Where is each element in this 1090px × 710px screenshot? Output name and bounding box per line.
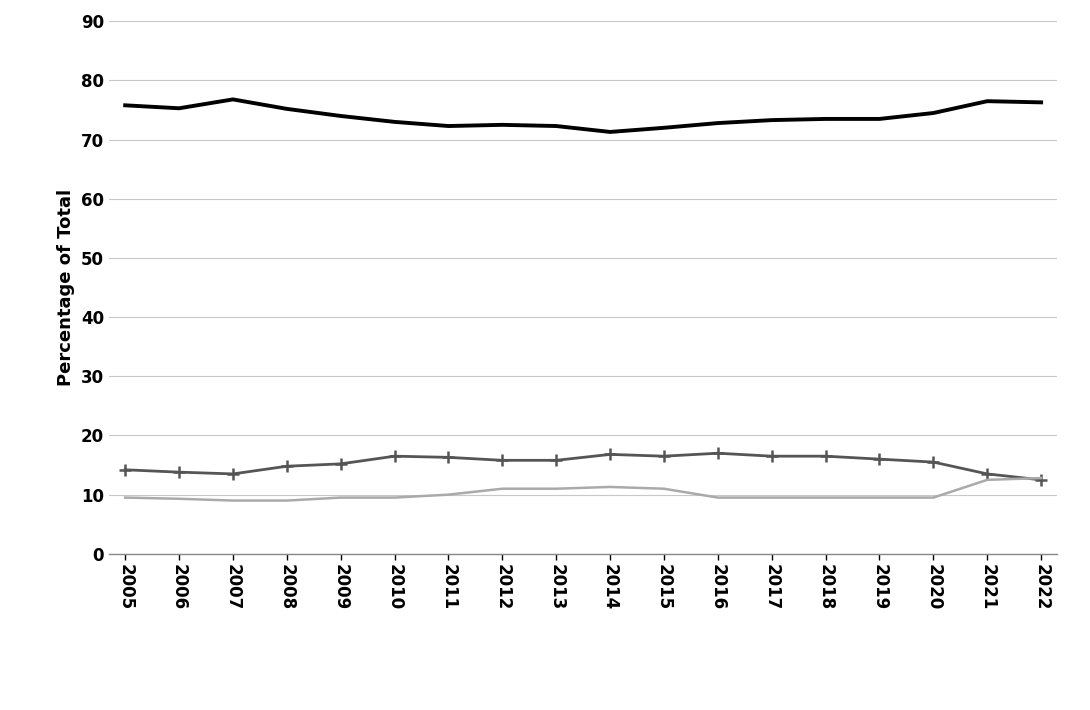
Residential <box>1034 98 1047 106</box>
Residential <box>819 114 832 123</box>
Residential <box>926 109 940 117</box>
Agriculture <box>441 491 455 499</box>
Agriculture <box>873 493 886 502</box>
Agriculture <box>335 493 348 502</box>
Commercial/Industrial <box>549 456 562 464</box>
Agriculture <box>981 476 994 484</box>
Residential <box>119 101 132 109</box>
Residential <box>227 95 240 104</box>
Agriculture <box>549 484 562 493</box>
Agriculture <box>765 493 778 502</box>
Commercial/Industrial <box>765 452 778 461</box>
Commercial/Industrial <box>227 470 240 479</box>
Residential <box>604 128 617 136</box>
Commercial/Industrial <box>441 453 455 462</box>
Line: Agriculture: Agriculture <box>125 478 1041 501</box>
Agriculture <box>496 484 509 493</box>
Commercial/Industrial <box>926 458 940 466</box>
Residential <box>335 111 348 120</box>
Residential <box>172 104 185 113</box>
Line: Commercial/Industrial: Commercial/Industrial <box>119 447 1047 486</box>
Residential <box>657 124 670 132</box>
Residential <box>549 122 562 131</box>
Residential <box>388 118 401 126</box>
Commercial/Industrial <box>873 455 886 464</box>
Residential <box>712 119 725 127</box>
Commercial/Industrial <box>604 450 617 459</box>
Agriculture <box>926 493 940 502</box>
Line: Residential: Residential <box>125 99 1041 132</box>
Commercial/Industrial <box>335 459 348 468</box>
Y-axis label: Percentage of Total: Percentage of Total <box>58 189 75 386</box>
Agriculture <box>388 493 401 502</box>
Commercial/Industrial <box>981 470 994 479</box>
Commercial/Industrial <box>119 466 132 474</box>
Agriculture <box>172 494 185 503</box>
Commercial/Industrial <box>388 452 401 461</box>
Residential <box>981 97 994 105</box>
Agriculture <box>604 483 617 491</box>
Residential <box>441 122 455 131</box>
Agriculture <box>280 496 293 505</box>
Commercial/Industrial <box>172 468 185 476</box>
Agriculture <box>712 493 725 502</box>
Agriculture <box>1034 474 1047 482</box>
Residential <box>280 104 293 113</box>
Agriculture <box>119 493 132 502</box>
Residential <box>873 114 886 123</box>
Commercial/Industrial <box>657 452 670 461</box>
Agriculture <box>227 496 240 505</box>
Residential <box>496 121 509 129</box>
Residential <box>765 116 778 124</box>
Agriculture <box>657 484 670 493</box>
Commercial/Industrial <box>496 456 509 464</box>
Agriculture <box>819 493 832 502</box>
Commercial/Industrial <box>712 449 725 457</box>
Commercial/Industrial <box>819 452 832 461</box>
Commercial/Industrial <box>280 462 293 471</box>
Commercial/Industrial <box>1034 476 1047 484</box>
